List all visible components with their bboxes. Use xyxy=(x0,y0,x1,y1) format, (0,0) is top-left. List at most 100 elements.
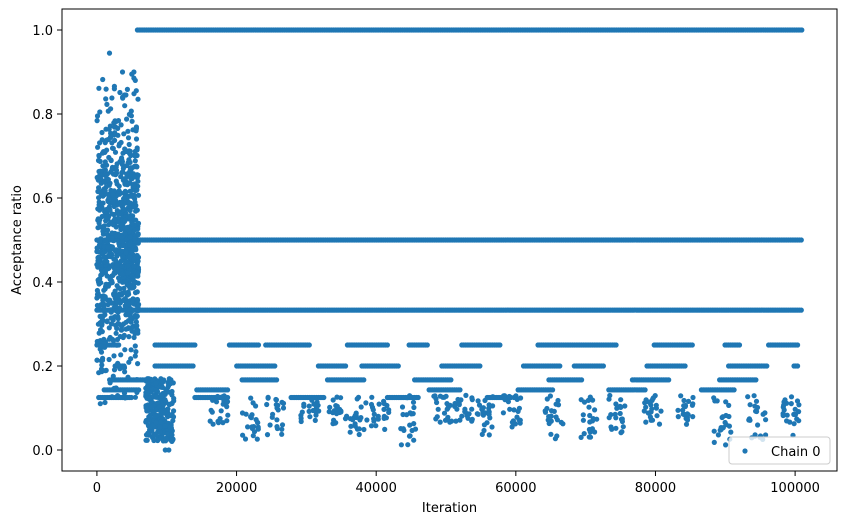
data-point xyxy=(111,367,118,373)
data-point xyxy=(343,363,349,369)
data-point xyxy=(462,409,469,415)
data-point xyxy=(124,312,131,318)
data-point xyxy=(122,178,128,184)
data-point xyxy=(511,394,517,401)
data-point xyxy=(143,437,149,443)
data-point xyxy=(134,254,140,260)
data-point xyxy=(97,338,103,344)
data-point xyxy=(444,401,450,407)
data-point xyxy=(98,358,104,364)
data-point xyxy=(115,393,121,399)
data-point xyxy=(796,402,802,408)
data-point xyxy=(121,332,127,338)
data-point xyxy=(118,258,124,264)
data-point xyxy=(680,407,686,413)
data-point xyxy=(135,265,141,271)
data-point xyxy=(118,352,124,358)
data-point xyxy=(452,400,458,407)
data-point xyxy=(548,431,554,437)
data-point xyxy=(110,222,116,228)
data-point xyxy=(511,407,517,413)
data-point xyxy=(215,393,221,400)
data-point xyxy=(94,357,100,363)
data-point xyxy=(105,108,111,114)
data-point xyxy=(114,342,120,348)
data-point xyxy=(382,426,388,432)
data-point xyxy=(151,432,157,439)
data-point xyxy=(111,203,117,210)
data-point xyxy=(106,356,112,363)
data-point xyxy=(121,92,128,98)
data-point xyxy=(354,396,360,402)
data-point xyxy=(104,137,110,143)
data-point xyxy=(298,415,304,421)
data-point xyxy=(745,394,751,400)
data-point xyxy=(475,398,481,404)
data-point xyxy=(592,429,598,435)
data-point xyxy=(334,411,340,417)
data-point xyxy=(167,424,173,430)
data-point xyxy=(113,167,120,173)
data-point xyxy=(132,394,138,400)
data-point xyxy=(110,272,116,278)
data-point xyxy=(127,200,133,206)
data-point xyxy=(754,408,760,415)
data-point xyxy=(95,144,101,150)
data-point xyxy=(122,395,128,401)
data-point xyxy=(448,377,454,383)
data-point xyxy=(121,390,128,396)
data-point xyxy=(407,422,413,428)
data-point xyxy=(327,404,333,410)
data-point xyxy=(126,141,132,148)
data-point xyxy=(114,336,121,343)
data-point xyxy=(643,419,649,425)
data-point xyxy=(242,436,249,442)
data-point xyxy=(96,195,102,201)
data-point xyxy=(780,412,786,419)
data-point xyxy=(105,199,112,205)
data-point xyxy=(515,408,521,414)
data-point xyxy=(168,401,175,407)
data-point xyxy=(381,400,387,407)
data-point xyxy=(456,402,462,408)
data-point xyxy=(160,379,166,385)
data-point xyxy=(126,301,133,307)
data-point xyxy=(799,27,805,33)
data-point xyxy=(479,406,485,412)
data-point xyxy=(122,347,128,353)
data-point xyxy=(347,429,353,435)
data-point xyxy=(125,374,131,380)
data-point xyxy=(267,422,273,428)
data-point xyxy=(111,124,118,130)
data-point xyxy=(101,336,107,342)
data-point xyxy=(301,401,307,407)
data-point xyxy=(143,405,149,411)
y-axis-label: Acceptance ratio xyxy=(10,185,25,295)
data-point xyxy=(554,433,560,439)
data-point xyxy=(105,227,111,233)
data-point xyxy=(113,303,119,309)
data-point xyxy=(152,413,158,419)
data-point xyxy=(613,342,619,348)
data-point xyxy=(190,363,196,369)
data-point xyxy=(96,85,102,91)
data-point xyxy=(126,111,132,117)
data-point xyxy=(106,336,112,342)
data-point xyxy=(784,412,790,418)
data-point xyxy=(225,387,231,393)
data-point xyxy=(113,330,119,336)
data-point xyxy=(114,325,120,331)
data-point xyxy=(104,206,110,212)
data-point xyxy=(110,145,116,152)
data-point xyxy=(791,421,797,427)
data-point xyxy=(486,402,492,408)
data-point xyxy=(170,418,176,424)
data-point xyxy=(133,128,139,134)
data-point xyxy=(788,394,795,400)
data-point xyxy=(133,247,139,253)
data-point xyxy=(132,204,138,210)
data-point xyxy=(350,417,356,423)
data-point xyxy=(746,417,752,423)
data-point xyxy=(102,170,109,176)
data-point xyxy=(475,411,481,417)
